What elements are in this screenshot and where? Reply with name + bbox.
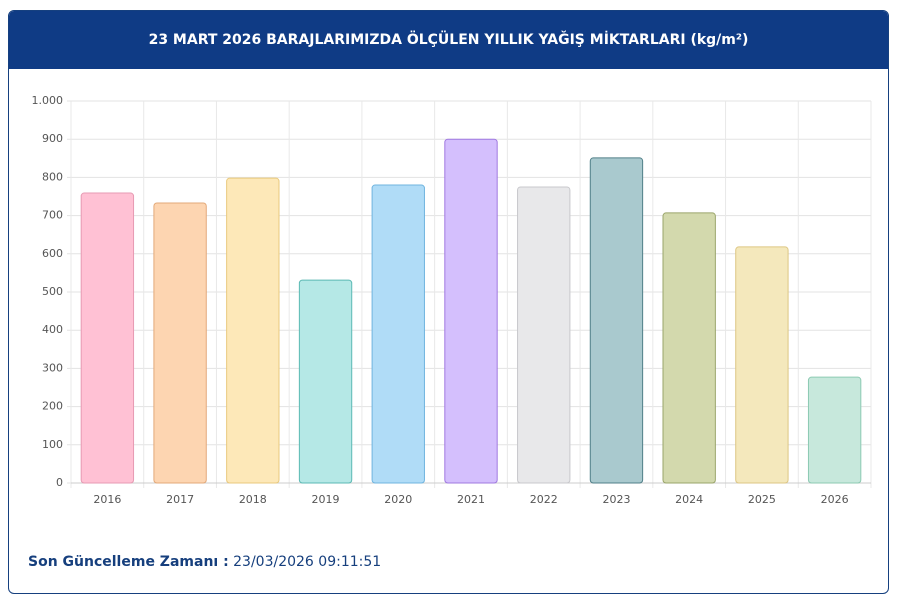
x-tick-label: 2026 — [821, 493, 849, 506]
y-tick-label: 1.000 — [32, 94, 64, 107]
x-tick-label: 2022 — [530, 493, 558, 506]
y-tick-label: 500 — [42, 285, 63, 298]
bar — [589, 157, 644, 484]
y-tick-label: 100 — [42, 438, 63, 451]
y-tick-label: 700 — [42, 209, 63, 222]
y-tick-label: 600 — [42, 247, 63, 260]
footer-value: 23/03/2026 09:11:51 — [233, 554, 382, 570]
bar — [371, 184, 425, 484]
y-tick-label: 300 — [42, 361, 63, 374]
x-tick-label: 2019 — [312, 493, 340, 506]
x-tick-label: 2018 — [239, 493, 267, 506]
y-tick-label: 900 — [42, 132, 63, 145]
x-tick-label: 2020 — [384, 493, 412, 506]
bar — [444, 138, 498, 484]
y-tick-label: 0 — [56, 476, 63, 489]
x-tick-label: 2023 — [602, 493, 630, 506]
footer-label: Son Güncelleme Zamanı : — [28, 554, 229, 570]
x-tick-label: 2021 — [457, 493, 485, 506]
x-tick-label: 2024 — [675, 493, 703, 506]
y-tick-label: 200 — [42, 400, 63, 413]
bar — [807, 376, 862, 484]
y-tick-label: 400 — [42, 323, 63, 336]
bar — [298, 279, 353, 484]
chart-title: 23 MART 2026 BARAJLARIMIZDA ÖLÇÜLEN YILL… — [9, 11, 888, 69]
bar — [226, 177, 280, 484]
footer: Son Güncelleme Zamanı : 23/03/2026 09:11… — [28, 554, 381, 570]
bar — [153, 202, 207, 484]
chart: 0 100 200 300 400 500 600 700 800 900 1.000 2016 201… — [32, 94, 872, 506]
x-tick-label: 2016 — [93, 493, 121, 506]
y-tick-label: 800 — [42, 170, 63, 183]
bar — [517, 186, 571, 484]
bar — [80, 192, 135, 484]
card: 23 MART 2026 BARAJLARIMIZDA ÖLÇÜLEN YILL… — [8, 10, 889, 594]
bar — [735, 246, 789, 484]
x-tick-label: 2017 — [166, 493, 194, 506]
x-tick-label: 2025 — [748, 493, 776, 506]
bar — [662, 212, 716, 484]
